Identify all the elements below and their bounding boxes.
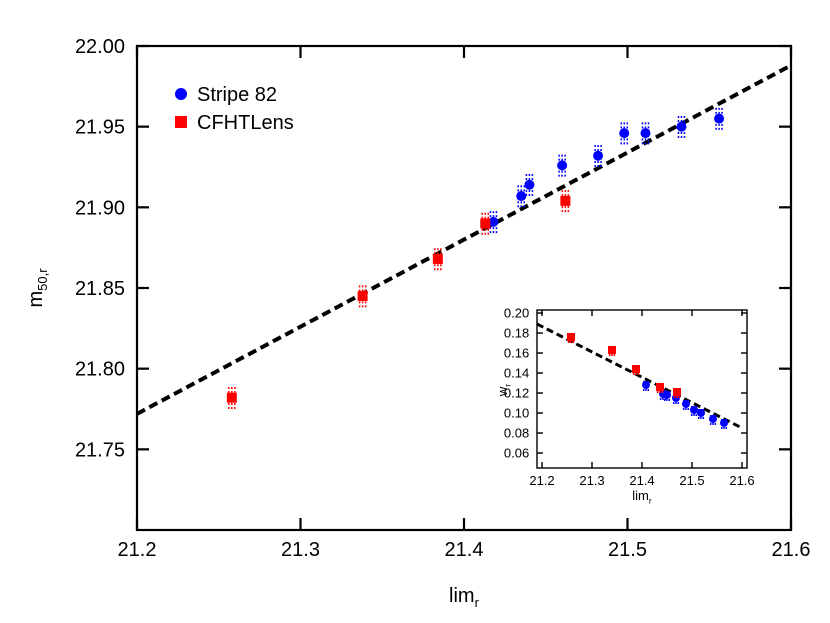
x-tick-label: 21.3 bbox=[281, 539, 320, 561]
y-axis-label-main: w bbox=[495, 386, 510, 397]
x-axis-label-sub: r bbox=[475, 595, 480, 610]
y-axis-label-sub: 50,r bbox=[35, 268, 50, 291]
legend-label: CFHTLens bbox=[197, 112, 294, 134]
y-tick-label: 0.10 bbox=[504, 406, 529, 421]
circle-marker bbox=[619, 128, 630, 139]
y-axis-label: wr bbox=[495, 384, 512, 397]
legend-marker bbox=[175, 88, 187, 100]
circle-marker bbox=[714, 113, 725, 124]
y-tick-label: 21.80 bbox=[75, 359, 125, 381]
circle-marker bbox=[690, 406, 698, 414]
x-tick-label: 21.2 bbox=[118, 539, 157, 561]
circle-marker bbox=[720, 419, 728, 427]
square-marker bbox=[673, 388, 681, 396]
square-marker bbox=[432, 253, 443, 264]
x-tick-label: 21.6 bbox=[772, 539, 811, 561]
circle-marker bbox=[682, 400, 690, 408]
y-tick-label: 21.95 bbox=[75, 117, 125, 139]
legend-label: Stripe 82 bbox=[197, 84, 277, 106]
y-tick-label: 0.12 bbox=[504, 386, 529, 401]
x-tick-label: 21.4 bbox=[629, 473, 654, 488]
x-axis-label: limr bbox=[632, 488, 652, 505]
x-tick-label: 21.2 bbox=[529, 473, 554, 488]
square-marker bbox=[480, 218, 491, 229]
y-axis-label-main: m bbox=[25, 291, 47, 308]
circle-marker bbox=[663, 391, 671, 399]
panel: 21.2 21.3 21.4 21.5 21.6 0.06 0.08 0.10 0.12 0.14… bbox=[495, 306, 755, 506]
square-marker bbox=[656, 383, 664, 391]
circle-marker bbox=[642, 381, 650, 389]
y-tick-label: 21.75 bbox=[75, 439, 125, 461]
x-axis-label: limr bbox=[449, 585, 480, 610]
y-tick-label: 21.90 bbox=[75, 197, 125, 219]
panel: 21.2 21.3 21.4 21.5 21.6 21.75 21.80 21.85 21.90… bbox=[25, 36, 810, 610]
x-tick-label: 21.5 bbox=[679, 473, 704, 488]
circle-marker bbox=[697, 409, 705, 417]
x-tick-label: 21.3 bbox=[579, 473, 604, 488]
y-tick-label: 0.08 bbox=[504, 426, 529, 441]
y-tick-label: 22.00 bbox=[75, 36, 125, 58]
x-axis-label-main: lim bbox=[449, 585, 475, 607]
square-marker bbox=[560, 195, 571, 206]
legend-marker bbox=[175, 116, 187, 128]
circle-marker bbox=[488, 216, 499, 227]
x-tick-label: 21.5 bbox=[608, 539, 647, 561]
square-marker bbox=[632, 365, 640, 373]
circle-marker bbox=[557, 160, 568, 171]
y-tick-label: 0.18 bbox=[504, 326, 529, 341]
x-tick-label: 21.6 bbox=[729, 473, 754, 488]
square-marker bbox=[226, 392, 237, 403]
y-tick-label: 0.06 bbox=[504, 446, 529, 461]
circle-marker bbox=[593, 150, 604, 161]
x-axis-label-main: lim bbox=[632, 488, 649, 503]
y-tick-label: 0.16 bbox=[504, 346, 529, 361]
x-tick-label: 21.4 bbox=[445, 539, 484, 561]
circle-marker bbox=[516, 191, 527, 202]
y-tick-label: 0.14 bbox=[504, 366, 529, 381]
y-tick-label: 0.20 bbox=[504, 306, 529, 321]
circle-marker bbox=[709, 415, 717, 423]
circle-marker bbox=[524, 179, 535, 190]
circle-marker bbox=[640, 128, 651, 139]
square-marker bbox=[357, 291, 368, 302]
y-axis-label: m50,r bbox=[25, 268, 50, 308]
square-marker bbox=[608, 346, 616, 354]
x-axis-label-sub: r bbox=[649, 495, 652, 505]
square-marker bbox=[567, 333, 575, 341]
circle-marker bbox=[676, 121, 687, 132]
y-tick-label: 21.85 bbox=[75, 278, 125, 300]
y-axis-label-sub: r bbox=[502, 384, 512, 387]
